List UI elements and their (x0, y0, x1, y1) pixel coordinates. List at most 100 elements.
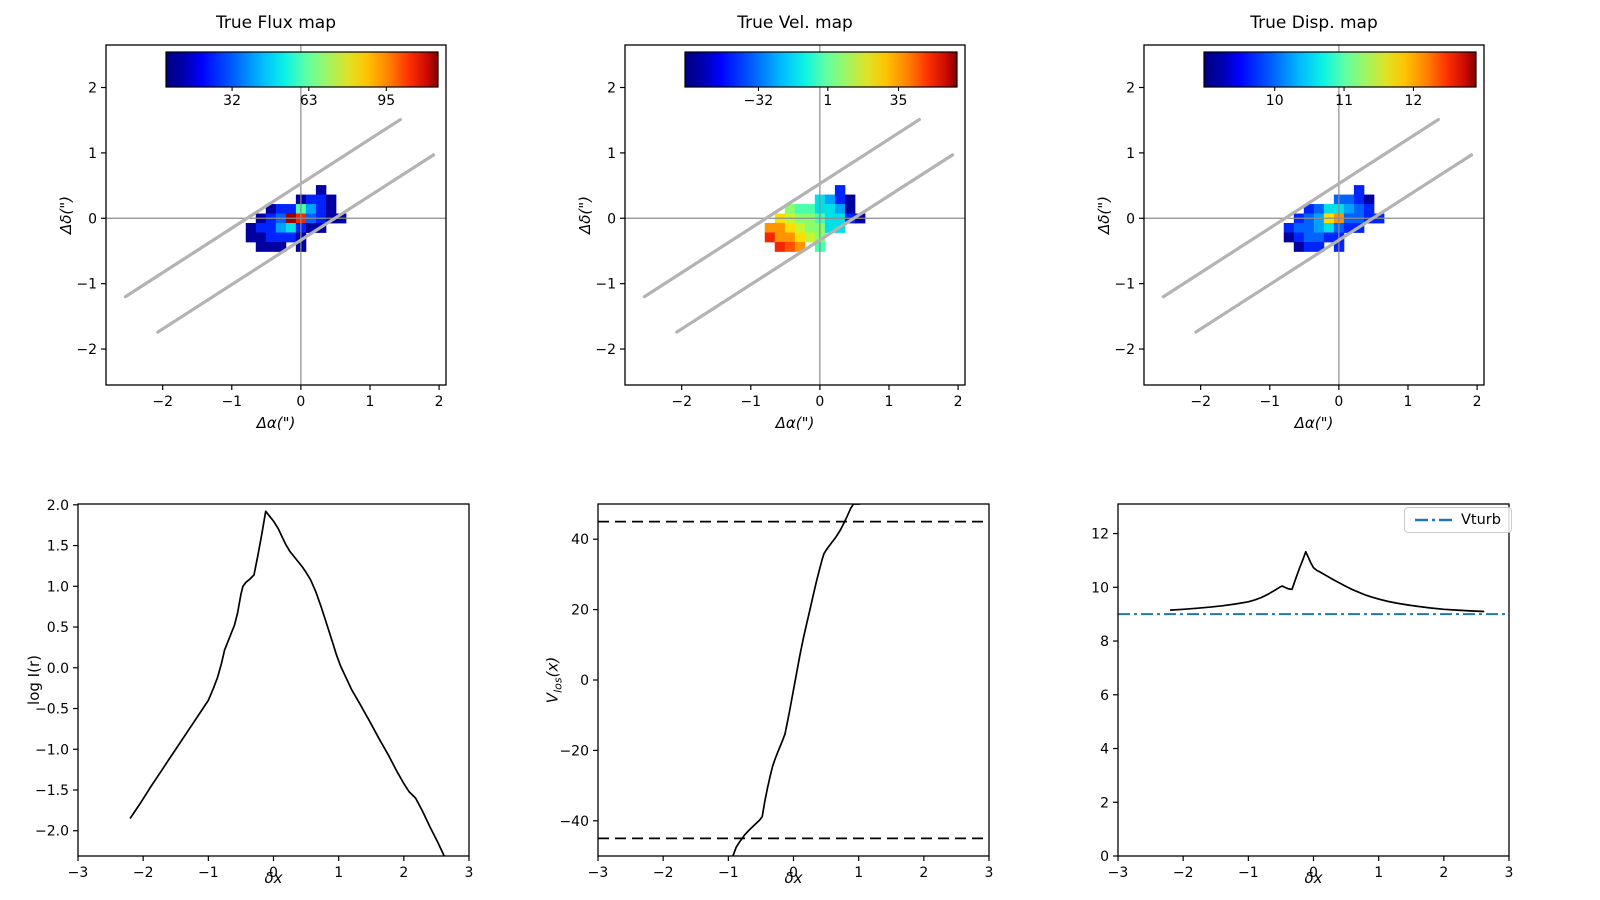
velocity_profile-panel: −3 −2 −1 0 1 2 3 40 20 0 −20 −40 (559, 503, 994, 881)
tick-label: −2 (76, 342, 97, 358)
tick-label: 1 (854, 865, 863, 881)
heatmap-cell (784, 232, 796, 243)
heatmap-cell (275, 241, 287, 252)
heatmap-cell (265, 232, 277, 243)
tick-label: −1 (740, 394, 761, 410)
heatmap-cell (325, 194, 337, 205)
colorbar (684, 51, 958, 88)
tick-label: 0 (607, 211, 616, 227)
tick-label: 2 (1473, 394, 1482, 410)
heatmap-cell (1343, 194, 1355, 205)
heatmap-cell (784, 204, 796, 214)
tick-label: 3 (465, 865, 474, 881)
tick-label: 95 (377, 93, 395, 109)
tick-label: 4 (1100, 742, 1109, 758)
tick-label: 2 (1439, 865, 1448, 881)
tick-label: −2 (152, 394, 173, 410)
heatmap-cell (275, 232, 287, 243)
tick-label: 0 (789, 865, 798, 881)
tick-label: 1 (1126, 146, 1135, 162)
heatmap-cell (1343, 223, 1355, 233)
tick-label: 10 (1266, 93, 1284, 109)
tick-label: 2 (919, 865, 928, 881)
tick-label: 8 (1100, 634, 1109, 650)
tick-label: −1 (198, 865, 219, 881)
tick-label: 1 (885, 394, 894, 410)
dispersion-profile-xlabel: δx (1304, 869, 1323, 887)
heatmap-cell (1283, 223, 1295, 233)
slit-border-line (156, 153, 436, 334)
tick-label: 10 (1091, 580, 1109, 596)
tick-label: −2 (671, 394, 692, 410)
tick-label: 0.5 (47, 620, 69, 636)
heatmap-cell (315, 185, 327, 195)
tick-label: 11 (1335, 93, 1353, 109)
velocity-profile-xlabel: δx (784, 869, 803, 887)
heatmap-cell (1303, 204, 1315, 214)
flux-map-ylabel: Δδ(") (57, 195, 75, 235)
heatmap-cell (315, 204, 327, 214)
tick-label: −2 (1114, 342, 1135, 358)
tick-label: 0 (580, 673, 589, 689)
heatmap-cell (794, 232, 806, 243)
tick-label: 0 (1309, 865, 1318, 881)
heatmap-cell (1363, 204, 1375, 214)
heatmap-cell (1353, 185, 1365, 195)
dispersion-map-xlabel: Δα(") (1294, 414, 1334, 432)
heatmap-cell (844, 204, 856, 214)
heatmap-cell (1303, 223, 1315, 233)
tick-label: −2 (595, 342, 616, 358)
heatmap-cell (305, 194, 317, 205)
tick-label: 3 (1505, 865, 1514, 881)
heatmap-cell (285, 232, 297, 243)
heatmap-cell (265, 241, 277, 252)
heatmap-cell (255, 223, 267, 233)
tick-label: −1.5 (35, 783, 69, 799)
tick-label: −20 (559, 743, 589, 759)
tick-label: 40 (571, 532, 589, 548)
tick-label: 12 (1405, 93, 1423, 109)
tick-label: −1 (1114, 277, 1135, 293)
tick-label: 63 (300, 93, 318, 109)
vlos-label-main: V (543, 692, 562, 704)
dispersion_profile-curve (1170, 550, 1485, 613)
velocity_map-panel: −32 1 35 −2 −1 0 1 2 2 1 0 −1 −2 (595, 44, 966, 410)
intensity-profile-xlabel: δx (264, 869, 283, 887)
heatmap-cell (804, 223, 816, 233)
dispersion-map-title: True Disp. map (1250, 13, 1378, 33)
tick-label: 2 (1100, 795, 1109, 811)
tick-label: −1 (1238, 865, 1259, 881)
tick-label: 3 (985, 865, 994, 881)
colorbar (1203, 51, 1477, 88)
tick-label: 1 (366, 394, 375, 410)
tick-label: −3 (588, 865, 609, 881)
tick-label: 1 (607, 146, 616, 162)
heatmap-cell (1303, 232, 1315, 243)
axes-frame (624, 44, 966, 386)
intensity-profile-ylabel: log I(r) (25, 655, 43, 705)
heatmap-cell (265, 204, 277, 214)
tick-label: 6 (1100, 688, 1109, 704)
tick-label: 0.0 (47, 661, 69, 677)
heatmap-cell (774, 232, 786, 243)
heatmap-cell (834, 185, 846, 195)
heatmap-cell (804, 232, 816, 243)
heatmap-cell (1293, 232, 1305, 243)
heatmap-cell (255, 232, 267, 243)
heatmap-cell (834, 204, 846, 214)
slit-border-line (123, 117, 402, 299)
legend-box: Vturb (1404, 507, 1512, 533)
heatmap-cell (804, 204, 816, 214)
tick-label: 1.0 (47, 579, 69, 595)
tick-label: 1 (334, 865, 343, 881)
slit-border-line (642, 117, 921, 299)
legend-label: Vturb (1461, 512, 1501, 528)
tick-label: 0 (1100, 849, 1109, 865)
velocity-map-xlabel: Δα(") (775, 414, 815, 432)
tick-label: −2 (1173, 865, 1194, 881)
heatmap-cell (265, 223, 277, 233)
tick-label: 20 (571, 603, 589, 619)
tick-label: −1 (718, 865, 739, 881)
